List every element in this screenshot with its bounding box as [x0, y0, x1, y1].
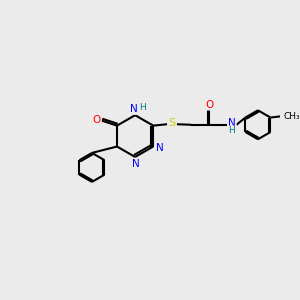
Text: N: N	[130, 104, 138, 114]
Text: N: N	[228, 118, 236, 128]
Text: H: H	[140, 103, 146, 112]
Text: N: N	[156, 143, 164, 153]
Text: N: N	[132, 159, 140, 169]
Text: CH₃: CH₃	[283, 112, 300, 121]
Text: H: H	[228, 126, 235, 135]
Text: S: S	[168, 118, 175, 128]
Text: O: O	[93, 115, 101, 125]
Text: O: O	[205, 100, 214, 110]
